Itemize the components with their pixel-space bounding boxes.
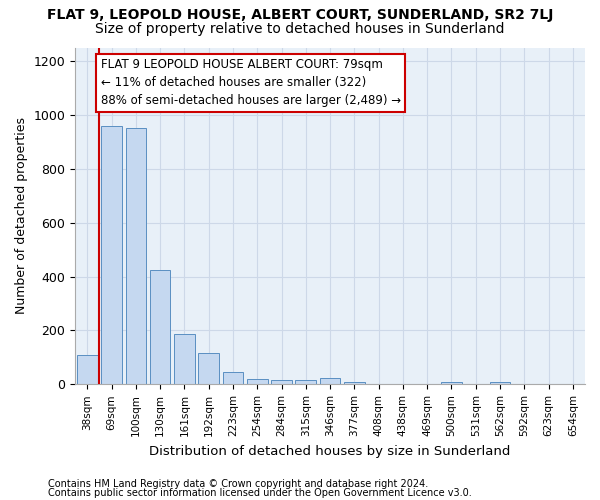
Text: Size of property relative to detached houses in Sunderland: Size of property relative to detached ho… [95,22,505,36]
Y-axis label: Number of detached properties: Number of detached properties [15,118,28,314]
Bar [441,382,462,384]
Bar [150,270,170,384]
Bar [199,354,219,384]
Bar [174,334,195,384]
Text: Contains HM Land Registry data © Crown copyright and database right 2024.: Contains HM Land Registry data © Crown c… [48,479,428,489]
Bar [125,128,146,384]
Bar [247,379,268,384]
Bar [223,372,243,384]
Text: Contains public sector information licensed under the Open Government Licence v3: Contains public sector information licen… [48,488,472,498]
Bar [320,378,340,384]
Bar [77,354,98,384]
Bar [490,382,511,384]
Bar [344,382,365,384]
Bar [101,126,122,384]
Bar [271,380,292,384]
Text: FLAT 9 LEOPOLD HOUSE ALBERT COURT: 79sqm
← 11% of detached houses are smaller (3: FLAT 9 LEOPOLD HOUSE ALBERT COURT: 79sqm… [101,58,401,108]
Text: FLAT 9, LEOPOLD HOUSE, ALBERT COURT, SUNDERLAND, SR2 7LJ: FLAT 9, LEOPOLD HOUSE, ALBERT COURT, SUN… [47,8,553,22]
X-axis label: Distribution of detached houses by size in Sunderland: Distribution of detached houses by size … [149,444,511,458]
Bar [295,380,316,384]
